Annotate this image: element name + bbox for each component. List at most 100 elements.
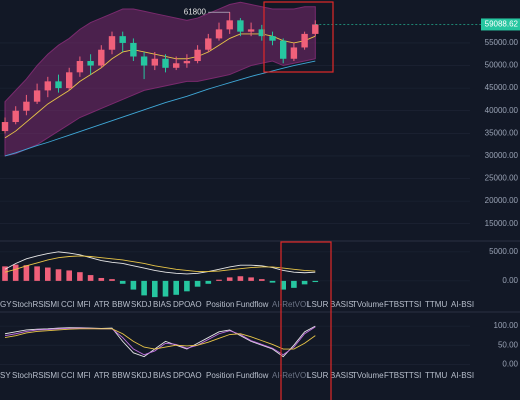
candle-body	[76, 61, 84, 73]
indicator-line	[4, 325, 316, 358]
histogram-bar	[109, 279, 115, 281]
candle-body	[1, 122, 9, 132]
indicator-tab[interactable]: BBW	[112, 371, 131, 380]
indicator-tab[interactable]: SMI	[45, 300, 59, 309]
histogram-bar	[141, 280, 147, 296]
indicator-tab[interactable]: ATR	[94, 371, 110, 380]
y-tick-label: 100.00	[494, 321, 519, 330]
indicator-tab[interactable]: LSUR	[307, 371, 329, 380]
y-tick-label: 50000.00	[485, 61, 519, 70]
indicator-tab[interactable]: FTBS	[384, 371, 404, 380]
indicator-tab[interactable]: StochRSI	[12, 300, 46, 309]
indicator-line	[4, 255, 316, 273]
candle-body	[269, 36, 276, 41]
histogram-bar	[55, 269, 62, 281]
candle-body	[194, 49, 201, 62]
candle-body	[301, 33, 308, 48]
y-tick-label: 35000.00	[485, 128, 519, 137]
candle-body	[290, 47, 298, 59]
indicator-tab[interactable]: GY	[0, 300, 12, 309]
histogram-bar	[119, 280, 126, 284]
candle-body	[162, 58, 169, 68]
indicator-tab[interactable]: CCI	[61, 300, 75, 309]
candle-body	[55, 81, 62, 89]
candle-body	[44, 81, 51, 91]
indicator-line	[4, 328, 316, 350]
indicator-tab[interactable]: BIAS	[153, 371, 171, 380]
histogram-bar	[87, 275, 94, 281]
indicator-tab[interactable]: TTSI	[404, 300, 421, 309]
indicator-tab[interactable]: FTBS	[384, 300, 404, 309]
indicator-tab[interactable]: SY	[0, 371, 11, 380]
histogram-bar	[301, 280, 308, 285]
histogram-bar	[312, 280, 319, 283]
indicator-tab[interactable]: MFI	[77, 300, 91, 309]
candle-body	[226, 20, 233, 30]
indicator-tab[interactable]: BBW	[112, 300, 131, 309]
indicator-line	[4, 60, 316, 157]
candle-body	[258, 29, 265, 37]
highlight-box	[280, 241, 332, 400]
indicator-tab[interactable]: StochRSI	[12, 371, 46, 380]
y-tick-label: 30000.00	[485, 151, 519, 160]
candle-body	[247, 29, 255, 32]
y-tick-label: 40000.00	[485, 106, 519, 115]
indicator-tab[interactable]: BASIS	[330, 371, 354, 380]
indicator-tab[interactable]: AI-RetVOL	[272, 371, 311, 380]
indicator-tab[interactable]: DPO	[173, 300, 190, 309]
last-price-label: 59088.62	[485, 20, 519, 29]
histogram-bar	[45, 267, 51, 281]
indicator-tab[interactable]: CCI	[61, 371, 75, 380]
indicator-tab[interactable]: AI-RetVOL	[272, 300, 311, 309]
histogram-bar	[226, 277, 233, 281]
indicator-tab[interactable]: LSUR	[307, 300, 329, 309]
candle-body	[98, 49, 105, 66]
y-tick-label: 25000.00	[485, 174, 519, 183]
histogram-bar	[2, 266, 8, 281]
indicator-tab[interactable]: DPO	[173, 371, 190, 380]
indicator-tab[interactable]: TVolume	[352, 371, 384, 380]
indicator-tab[interactable]: ATR	[94, 300, 110, 309]
candle-body	[23, 101, 30, 111]
histogram-bar	[216, 279, 222, 281]
indicator-tab[interactable]: SKDJ	[131, 371, 151, 380]
indicator-tab[interactable]: SKDJ	[131, 300, 151, 309]
y-tick-label: 0.00	[502, 359, 518, 368]
y-tick-label: 55000.00	[485, 38, 519, 47]
indicator-tab[interactable]: SMI	[45, 371, 59, 380]
high-marker-label: 61800	[184, 7, 207, 16]
histogram-bar	[269, 280, 276, 283]
histogram-bar	[77, 272, 83, 281]
indicator-tab[interactable]: AO	[190, 371, 202, 380]
indicator-tab[interactable]: MFI	[77, 371, 91, 380]
y-tick-label: 15000.00	[485, 219, 519, 228]
candle-body	[205, 38, 212, 50]
y-tick-label: 50.00	[498, 340, 519, 349]
y-tick-label: 0.00	[502, 276, 518, 285]
candle-body	[312, 24, 319, 34]
histogram-bar	[173, 280, 179, 295]
histogram-bar	[291, 280, 297, 288]
histogram-bar	[98, 277, 105, 281]
indicator-tab[interactable]: Fundflow	[236, 371, 269, 380]
indicator-tab[interactable]: Fundflow	[236, 300, 269, 309]
indicator-tab[interactable]: TTMU	[425, 300, 447, 309]
indicator-tab[interactable]: AI-BSI	[451, 300, 474, 309]
y-tick-label: 5000.00	[489, 247, 518, 256]
histogram-bar	[184, 280, 190, 292]
histogram-bar	[248, 277, 254, 281]
indicator-tab[interactable]: Position	[206, 371, 234, 380]
indicator-tab[interactable]: BASIS	[330, 300, 354, 309]
indicator-tab[interactable]: AI-BSI	[451, 371, 474, 380]
candle-body	[66, 72, 73, 89]
candle-body	[151, 58, 158, 66]
indicator-tab[interactable]: Position	[206, 300, 234, 309]
indicator-tab[interactable]: TVolume	[352, 300, 384, 309]
indicator-tab[interactable]: TTMU	[425, 371, 447, 380]
indicator-tab[interactable]: AO	[190, 300, 202, 309]
indicator-tab[interactable]: TTSI	[404, 371, 421, 380]
indicator-tab[interactable]: BIAS	[153, 300, 171, 309]
y-tick-label: 45000.00	[485, 83, 519, 92]
last-price-tag	[481, 18, 520, 31]
